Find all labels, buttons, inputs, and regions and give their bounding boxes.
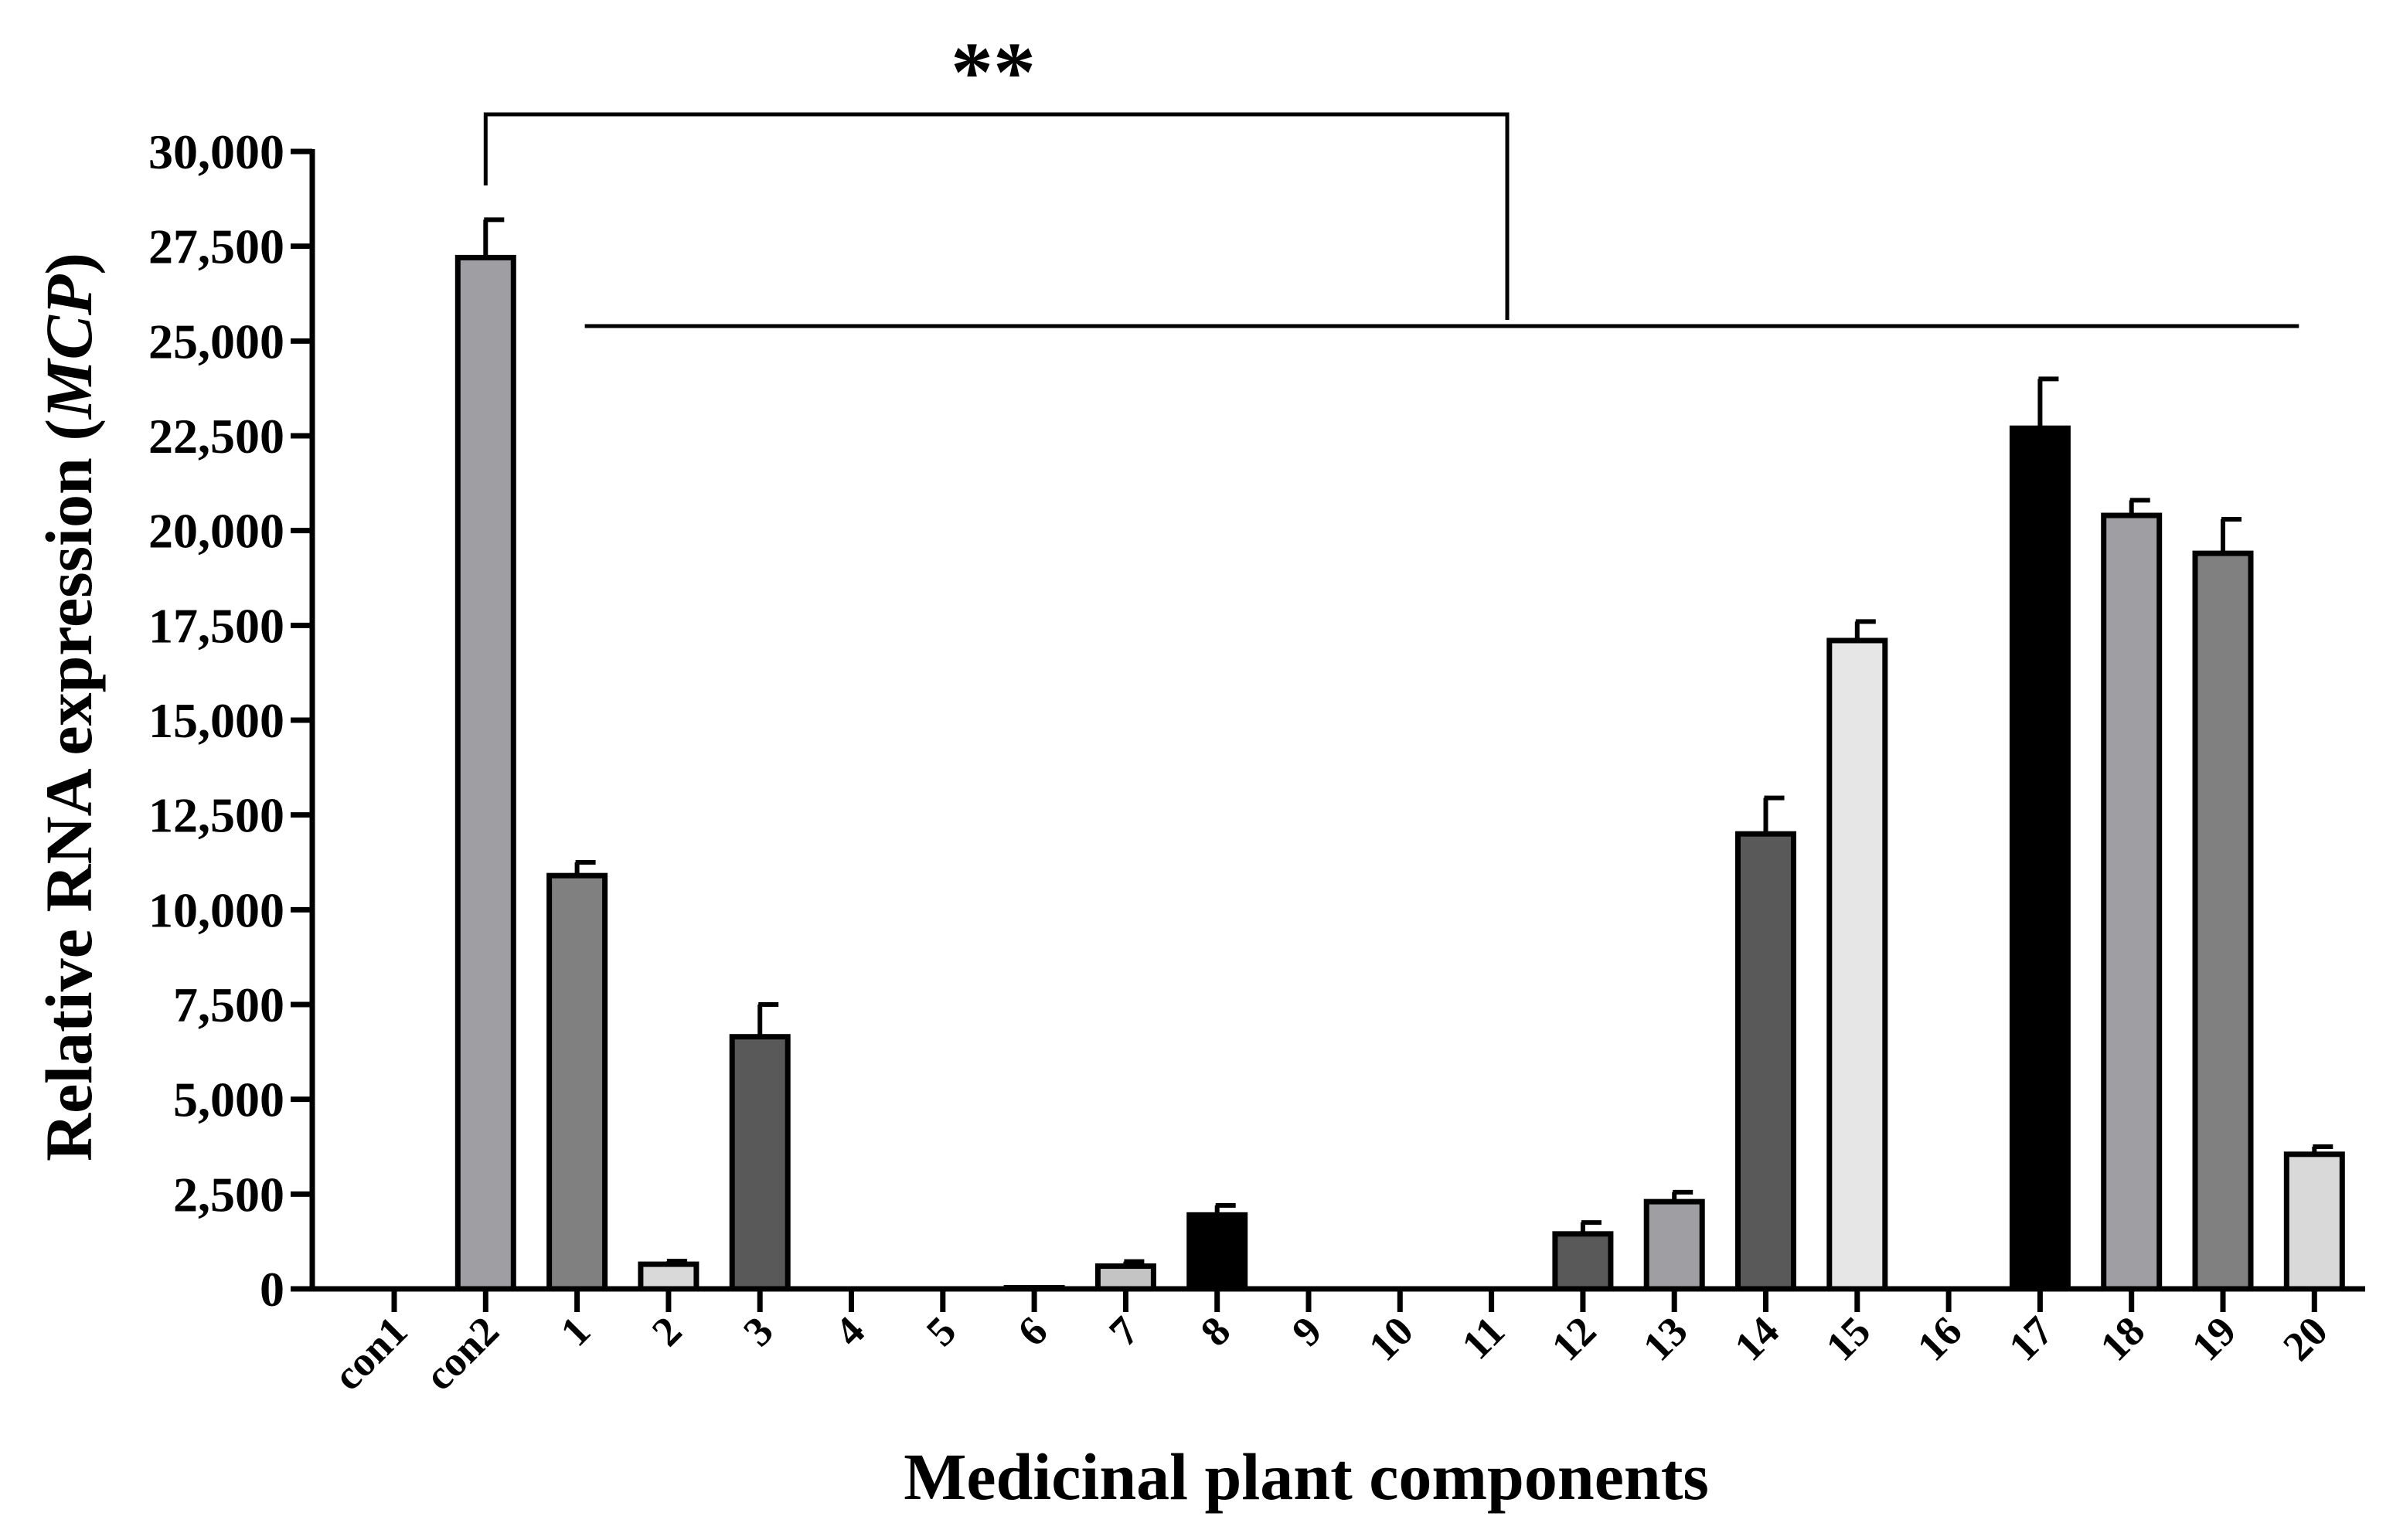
x-tick-label: 20 [2274,1307,2337,1370]
bar [1094,1263,1156,1292]
x-tick-label: con2 [416,1307,508,1399]
y-axis-title-close: ) [32,253,106,275]
x-tick-label: 3 [734,1307,782,1355]
bar [2283,1151,2345,1292]
x-tick-label: 16 [1908,1307,1971,1370]
x-tick-label: 14 [1725,1307,1788,1370]
y-tick-label: 7,500 [173,977,284,1032]
bar [1552,1231,1614,1292]
y-tick-label: 27,500 [148,219,284,274]
x-tick-label: 15 [1817,1307,1880,1370]
bar [546,872,608,1292]
x-tick-label: 10 [1360,1307,1422,1370]
x-tick-label: 19 [2183,1307,2245,1370]
y-tick-label: 25,000 [148,314,284,369]
bar [1735,831,1796,1292]
y-tick-label: 2,500 [173,1167,284,1222]
y-tick-label: 5,000 [173,1073,284,1127]
significance-stars: ** [951,25,1036,119]
x-tick-label: 8 [1192,1307,1240,1355]
y-tick-label: 30,000 [148,124,284,179]
x-tick-label: 6 [1009,1307,1057,1355]
y-axis-title-italic: MCP [32,274,106,420]
bar [638,1261,700,1292]
y-tick-label: 10,000 [148,882,284,937]
x-tick-label: 5 [917,1307,965,1355]
x-tick-label: 9 [1283,1307,1331,1355]
significance-annotation: ** [483,25,2299,328]
y-tick-label: 15,000 [148,693,284,748]
y-tick-label: 22,500 [148,409,284,464]
x-tick-label: 13 [1634,1307,1697,1370]
bars [454,217,2345,1292]
y-tick-label: 0 [260,1262,284,1317]
y-axis-ticks: 0 2,500 5,000 7,500 10,000 12,500 15,000 17,500… [148,124,312,1317]
x-tick-label: 17 [2000,1307,2062,1370]
y-tick-label: 12,500 [148,788,284,843]
bar [729,1034,791,1292]
bar [2101,512,2163,1292]
x-tick-label: 11 [1453,1307,1514,1368]
bar [2009,425,2071,1292]
y-tick-label: 17,500 [148,598,284,653]
x-tick-label: 4 [825,1307,873,1355]
bracket-line [483,112,1510,320]
y-axis-title: Relative RNA expression (MCP) [32,253,106,1161]
y-tick-label: 20,000 [148,504,284,559]
bar [1643,1198,1705,1292]
bar [1826,637,1888,1292]
x-tick-label: 7 [1100,1307,1148,1355]
bar [1186,1212,1248,1292]
x-tick-label: 12 [1543,1307,1605,1370]
x-tick-label: 2 [643,1307,691,1355]
x-tick-label: con1 [325,1307,417,1399]
x-tick-label: 18 [2092,1307,2154,1370]
bar [2192,550,2254,1292]
x-axis-title: Medicinal plant components [904,1440,1709,1514]
bar [454,254,516,1292]
x-axis-ticks: con1 con2 1 2 3 4 5 6 7 8 9 10 11 12 13 14 15 16 17 18 19 20 [325,1289,2337,1399]
x-tick-label: 1 [552,1307,600,1355]
y-axis-title-main: Relative RNA expression ( [32,419,106,1161]
